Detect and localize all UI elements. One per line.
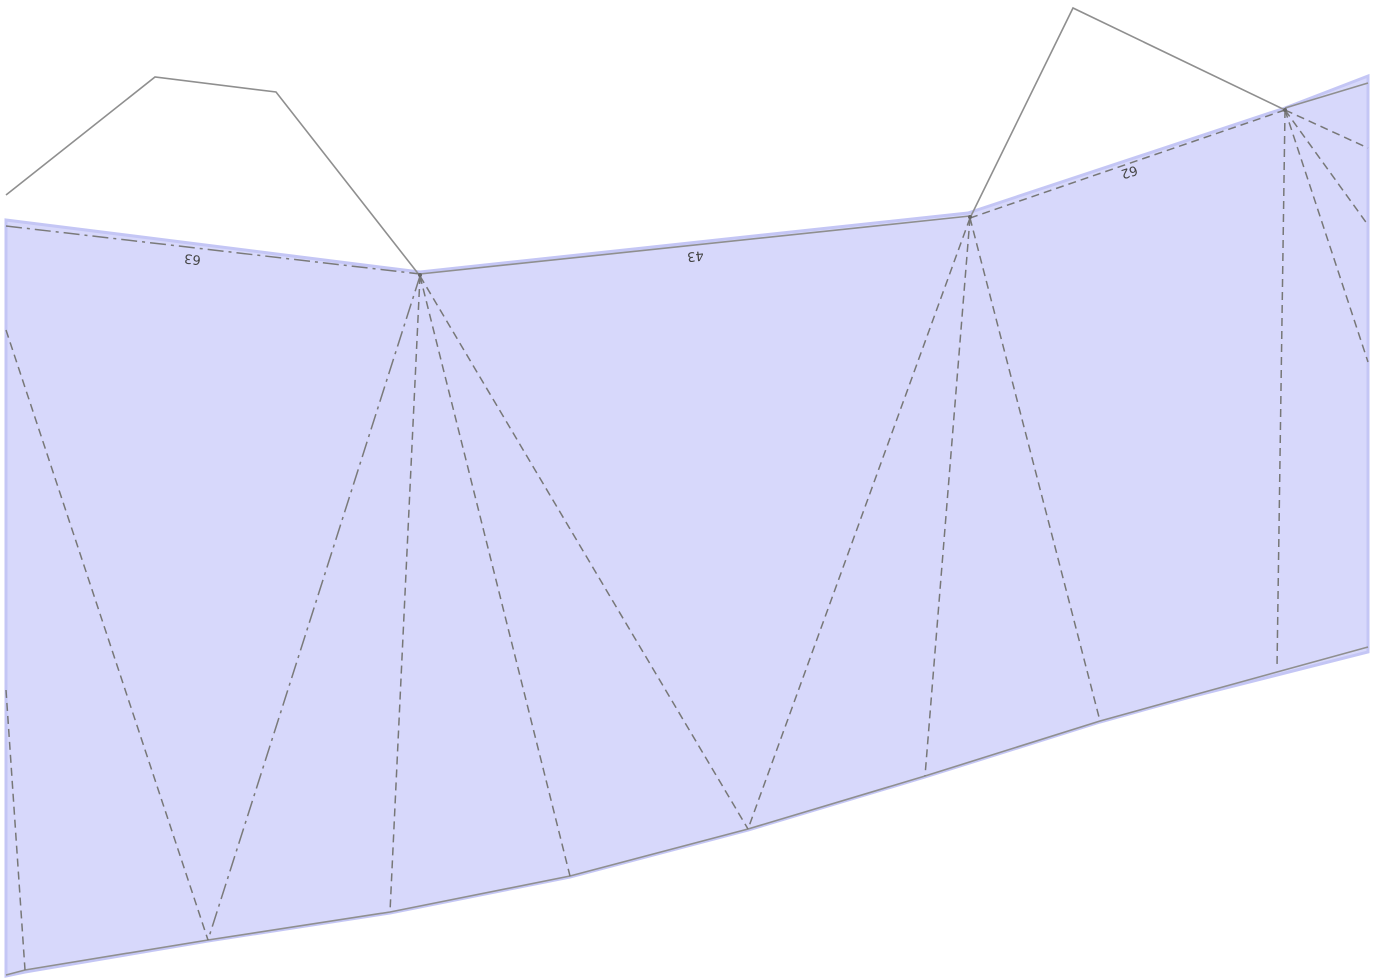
fold-b2 (924, 217, 971, 777)
fold-top-right (969, 109, 1286, 219)
fold-c1 (1276, 109, 1286, 669)
edge-label-43: 43 (686, 247, 704, 264)
fold-a1 (389, 275, 421, 913)
edge-label-62: 62 (1119, 162, 1139, 181)
fold-c2 (1284, 109, 1369, 363)
fold-b3 (969, 217, 1101, 722)
fold-left-edge (5, 689, 26, 971)
fold-a3 (419, 275, 749, 830)
edge-label-63: 63 (183, 250, 201, 267)
valley-fold-lines (5, 225, 421, 941)
fold-c4 (1284, 109, 1369, 149)
glue-tab-left (5, 76, 421, 277)
vertex-mark (418, 273, 422, 277)
top-edge-middle (419, 215, 971, 275)
bottom-edge (5, 646, 1369, 976)
face-region (4, 73, 1370, 978)
fold-left-diag (5, 329, 209, 941)
vertex-marks (418, 108, 1287, 277)
fold-c3 (1284, 109, 1369, 226)
mountain-fold-lines (5, 109, 1369, 971)
vertex-mark (968, 215, 972, 219)
fold-b1 (747, 217, 971, 830)
fold-diagonal-left (207, 275, 421, 941)
top-edge-right (1284, 82, 1369, 109)
cut-lines (5, 6, 1369, 976)
fold-top-left (5, 225, 421, 275)
glue-tab-right (969, 6, 1286, 219)
vertex-mark (1283, 108, 1287, 112)
